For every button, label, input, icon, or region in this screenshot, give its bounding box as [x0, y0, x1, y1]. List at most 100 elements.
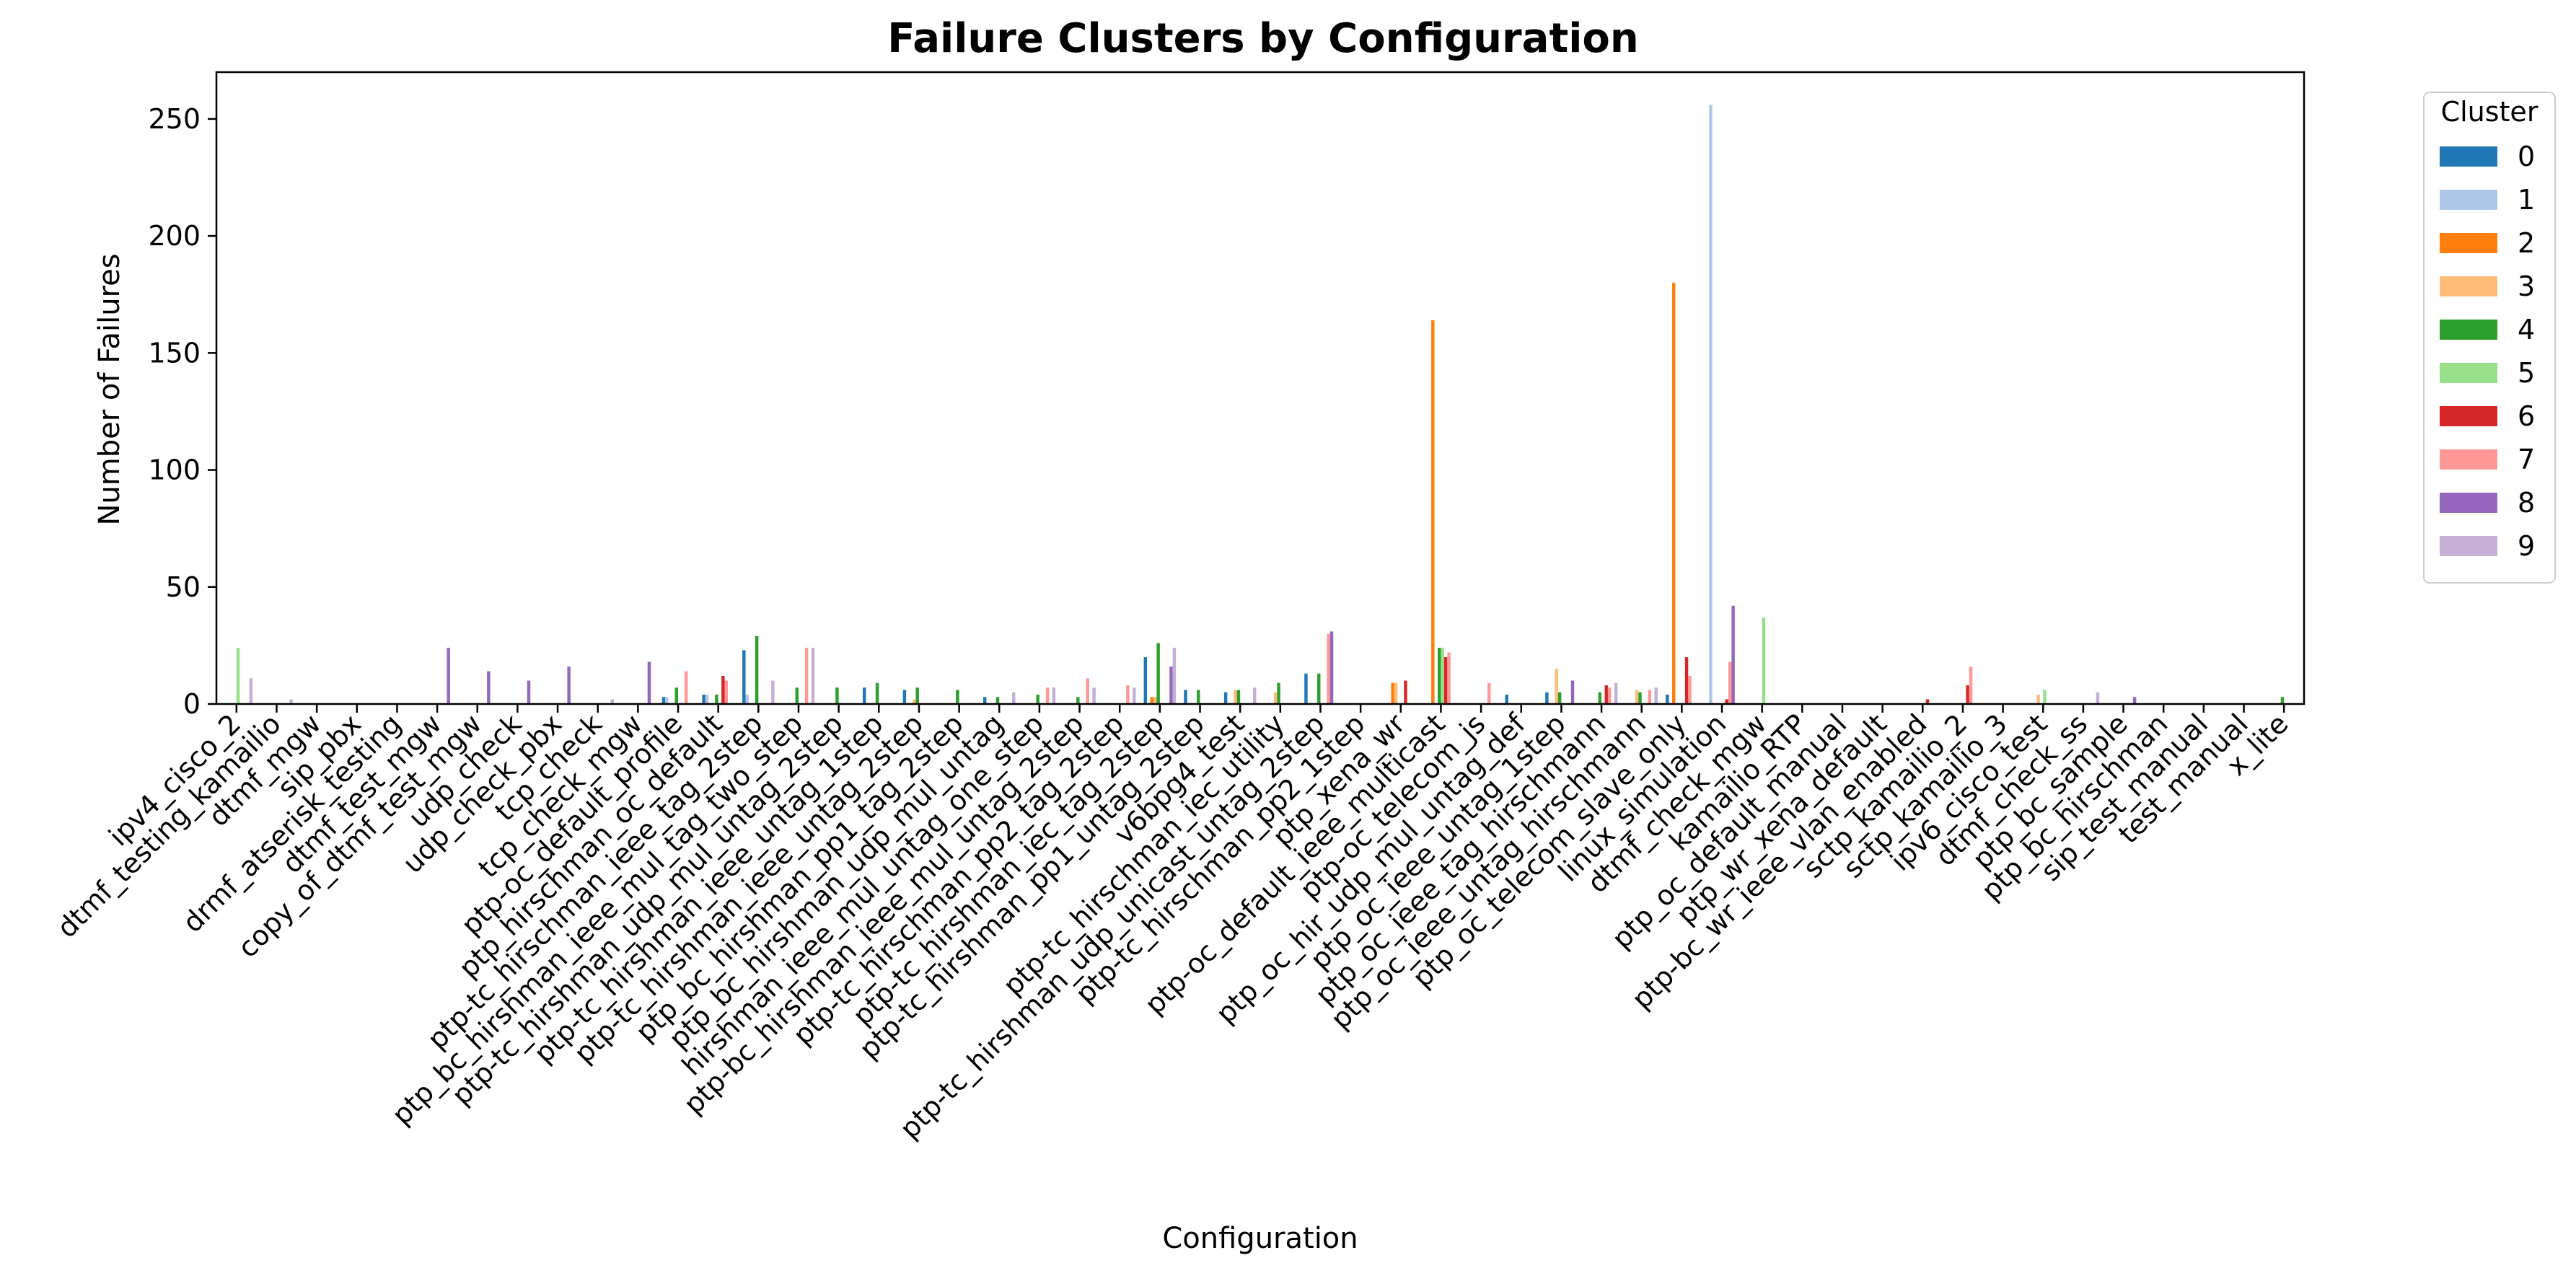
bar-cluster-4-cat-35	[1638, 692, 1642, 704]
bar-cluster-1-cat-11	[665, 697, 669, 704]
x-axis-label: Configuration	[1162, 1222, 1358, 1255]
bar-cluster-8-cat-27	[1329, 631, 1334, 704]
bar-cluster-5-cat-45	[2043, 690, 2047, 704]
bar-cluster-0-cat-27	[1304, 673, 1308, 704]
bar-cluster-4-cat-27	[1317, 673, 1321, 704]
bar-cluster-4-cat-13	[755, 635, 759, 704]
legend-label-cluster-4: 4	[2518, 314, 2535, 346]
bar-cluster-3-cat-45	[2036, 695, 2040, 704]
bar-cluster-9-cat-25	[1252, 687, 1257, 704]
legend-swatch-cluster-4	[2440, 320, 2497, 340]
bar-cluster-0-cat-12	[702, 695, 705, 704]
bar-cluster-8-cat-6	[487, 671, 491, 704]
legend: Cluster 0 1 2 3 4 5 6 7 8 9	[2423, 92, 2556, 584]
bar-cluster-7-cat-21	[1086, 678, 1089, 704]
bar-cluster-8-cat-23	[1169, 666, 1173, 704]
bar-cluster-4-cat-19	[995, 697, 1000, 704]
bar-cluster-4-cat-33	[1557, 692, 1562, 704]
bar-cluster-9-cat-34	[1614, 682, 1618, 704]
bar-cluster-5-cat-0	[236, 648, 240, 704]
bar-cluster-6-cat-34	[1604, 685, 1608, 704]
legend-swatch-cluster-8	[2440, 493, 2497, 513]
bar-cluster-4-cat-30	[1437, 648, 1441, 704]
bar-cluster-9-cat-21	[1092, 687, 1096, 704]
legend-swatch-cluster-7	[2440, 449, 2497, 470]
bar-cluster-0-cat-25	[1223, 692, 1228, 704]
bar-cluster-4-cat-18	[956, 690, 959, 704]
y-tick-label: 50	[166, 571, 201, 603]
y-axis: 0 50 100 150 200 250	[148, 103, 216, 720]
bar-cluster-6-cat-43	[1966, 685, 1969, 704]
bar-cluster-4-cat-23	[1156, 643, 1160, 704]
bar-cluster-5-cat-30	[1441, 648, 1444, 704]
bar-cluster-3-cat-26	[1273, 692, 1278, 704]
bar-cluster-7-cat-37	[1728, 661, 1732, 704]
bar-cluster-3-cat-35	[1635, 690, 1639, 704]
legend-swatch-cluster-6	[2440, 406, 2497, 426]
x-axis: ipv4_cisco_2dtmf_testing_kamailiodtmf_mg…	[50, 704, 2295, 1145]
y-tick-label: 100	[148, 454, 201, 486]
bar-cluster-7-cat-22	[1126, 685, 1130, 704]
y-tick-label: 150	[148, 337, 201, 369]
bar-cluster-0-cat-33	[1545, 692, 1549, 704]
bar-cluster-7-cat-35	[1648, 690, 1652, 704]
bar-cluster-0-cat-24	[1184, 690, 1187, 704]
bar-cluster-9-cat-35	[1654, 687, 1658, 704]
bar-cluster-4-cat-11	[674, 687, 679, 704]
bar-cluster-7-cat-12	[724, 680, 729, 704]
bar-cluster-2-cat-23	[1150, 697, 1153, 704]
bar-cluster-9-cat-14	[811, 648, 815, 704]
legend-swatch-cluster-9	[2440, 536, 2497, 556]
bar-cluster-7-cat-14	[804, 648, 809, 704]
bar-cluster-4-cat-16	[875, 682, 879, 704]
bar-cluster-6-cat-29	[1404, 680, 1407, 704]
bar-cluster-9-cat-0	[249, 678, 253, 704]
legend-swatch-cluster-1	[2440, 190, 2497, 210]
plot-area-frame	[215, 71, 2305, 705]
bar-cluster-0-cat-19	[983, 697, 987, 704]
bar-cluster-3-cat-17	[913, 699, 916, 704]
bar-cluster-7-cat-30	[1447, 652, 1451, 704]
bar-cluster-4-cat-51	[2280, 697, 2285, 704]
bar-cluster-4-cat-34	[1598, 692, 1602, 704]
chart-title: Failure Clusters by Configuration	[887, 15, 1639, 62]
bar-cluster-6-cat-36	[1684, 657, 1689, 704]
bar-cluster-9-cat-46	[2096, 692, 2100, 704]
bar-cluster-3-cat-33	[1555, 669, 1558, 704]
bar-cluster-9-cat-9	[610, 699, 614, 704]
y-tick-label: 200	[148, 220, 201, 252]
bar-cluster-5-cat-38	[1762, 617, 1766, 704]
legend-label-cluster-0: 0	[2518, 141, 2535, 172]
bar-cluster-7-cat-34	[1607, 687, 1612, 704]
bar-cluster-7-cat-43	[1969, 666, 1973, 704]
bar-cluster-7-cat-36	[1688, 676, 1692, 704]
legend-label-cluster-9: 9	[2518, 530, 2535, 562]
bar-cluster-3-cat-29	[1394, 682, 1398, 704]
bar-cluster-1-cat-13	[745, 695, 749, 704]
legend-label-cluster-5: 5	[2518, 357, 2535, 389]
legend-swatch-cluster-5	[2440, 363, 2497, 383]
bar-cluster-4-cat-14	[795, 687, 799, 704]
bar-cluster-7-cat-11	[684, 671, 688, 704]
legend-label-cluster-8: 8	[2518, 487, 2535, 519]
bar-cluster-9-cat-19	[1012, 692, 1016, 704]
bar-cluster-9-cat-20	[1052, 687, 1056, 704]
bar-cluster-6-cat-37	[1725, 699, 1728, 704]
legend-swatch-cluster-0	[2440, 146, 2497, 167]
y-tick-label: 0	[183, 688, 201, 720]
legend-title: Cluster	[2441, 96, 2538, 128]
bar-cluster-2-cat-30	[1431, 320, 1435, 704]
bar-cluster-6-cat-30	[1443, 657, 1448, 704]
bar-cluster-7-cat-20	[1045, 687, 1050, 704]
bar-cluster-9-cat-1	[289, 699, 293, 704]
bar-cluster-3-cat-25	[1234, 690, 1237, 704]
legend-label-cluster-3: 3	[2518, 270, 2535, 302]
bar-cluster-8-cat-8	[567, 666, 571, 704]
bar-cluster-8-cat-33	[1570, 680, 1575, 704]
bar-cluster-0-cat-13	[742, 650, 746, 704]
y-axis-label: Number of Failures	[93, 253, 126, 525]
legend-swatch-cluster-3	[2440, 276, 2497, 296]
bar-cluster-8-cat-7	[527, 680, 531, 704]
legend-swatch-cluster-2	[2440, 233, 2497, 253]
